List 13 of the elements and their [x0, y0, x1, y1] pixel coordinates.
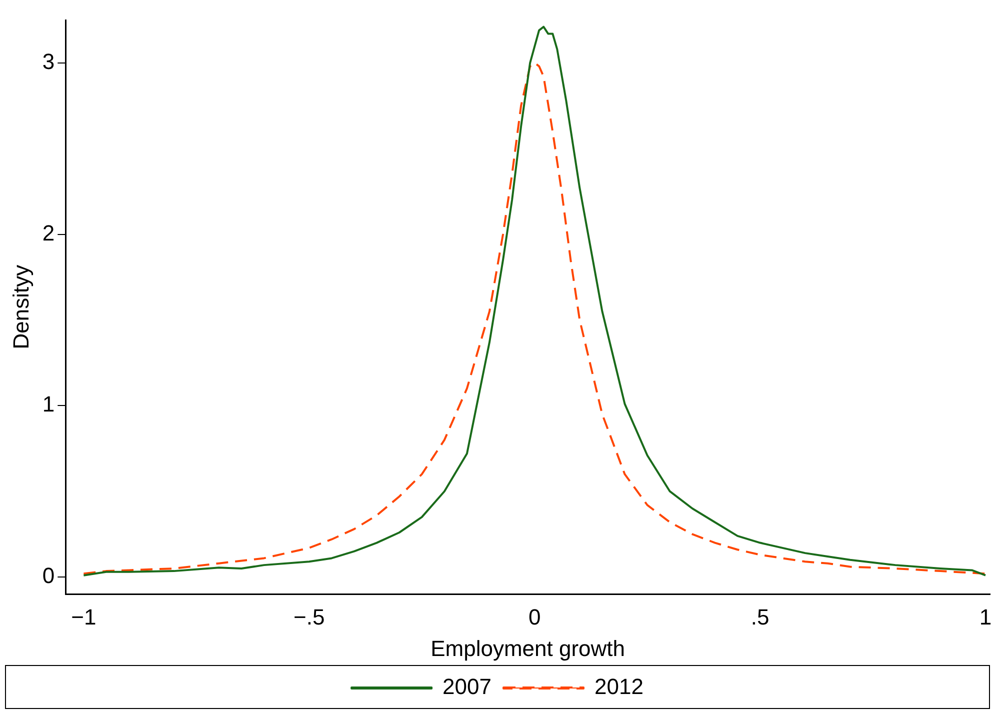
y-tick-label: 1	[42, 392, 55, 417]
y-tick-label: 3	[42, 48, 55, 74]
legend-label: 2012	[594, 674, 644, 700]
y-tick-label: 2	[42, 220, 55, 246]
x-tick-label: −.5	[294, 604, 325, 630]
x-tick-label: 0	[528, 604, 541, 630]
x-tick-label: 1	[979, 604, 992, 630]
y-tick-label: 0	[42, 563, 55, 588]
x-axis-title: Employment growth	[430, 636, 626, 661]
y-axis-title: Densityy	[8, 264, 34, 350]
x-tick-label: −1	[71, 604, 96, 630]
legend-label: 2007	[442, 674, 492, 700]
x-tick-label: .5	[750, 604, 770, 630]
